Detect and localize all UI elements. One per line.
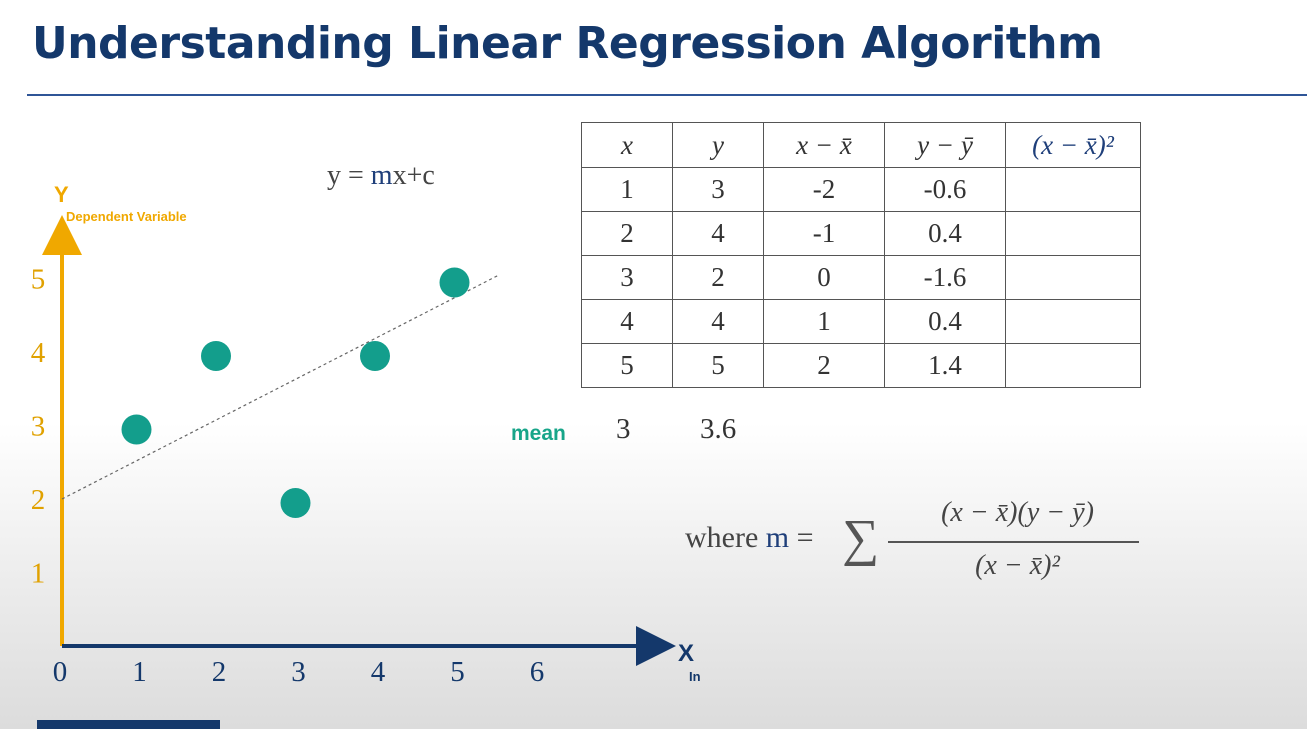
- formula-m: m: [765, 521, 790, 554]
- equation-prefix: y =: [327, 160, 371, 191]
- y-tick-label: 2: [31, 484, 46, 516]
- table-cell: -1: [763, 211, 885, 256]
- table-header-x: x: [581, 122, 673, 168]
- table-cell: 2: [763, 343, 885, 388]
- equation-slope: m: [370, 160, 393, 191]
- table-cell: [1005, 299, 1141, 344]
- formula-equals: =: [789, 521, 814, 554]
- table-cell: 0.4: [884, 299, 1006, 344]
- x-tick-label: 3: [291, 656, 306, 688]
- table-cell: [1005, 211, 1141, 256]
- x-tick-label: 2: [212, 656, 227, 688]
- table-header-x-dev: x − x̄: [763, 122, 885, 168]
- table-cell: 3: [672, 167, 764, 212]
- table-cell: 4: [581, 299, 673, 344]
- table-cell: -2: [763, 167, 885, 212]
- table-cell: 0.4: [884, 211, 1006, 256]
- x-tick-label: 1: [132, 656, 147, 688]
- table-header-row: x y x − x̄ y − ȳ (x − x̄)²: [581, 122, 1141, 168]
- table-cell: -0.6: [884, 167, 1006, 212]
- table-row: 1 3 -2 -0.6: [581, 167, 1141, 212]
- table-row: 3 2 0 -1.6: [581, 255, 1141, 300]
- y-axis-letter: Y: [54, 182, 69, 207]
- table-cell: [1005, 255, 1141, 300]
- fraction-bar: [888, 541, 1139, 543]
- table-row: 5 5 2 1.4: [581, 343, 1141, 388]
- table-row: 2 4 -1 0.4: [581, 211, 1141, 256]
- formula-numerator: (x − x̄)(y − ȳ): [941, 497, 1094, 528]
- table-cell: 4: [672, 299, 764, 344]
- regression-equation: y = mx+c: [327, 160, 435, 192]
- formula-where: where: [685, 521, 766, 554]
- formula-lhs: where m =: [685, 521, 814, 555]
- regression-line: [61, 274, 500, 500]
- x-tick-label: 4: [371, 656, 386, 688]
- equation-suffix: x+c: [392, 160, 435, 191]
- data-point: [360, 341, 390, 371]
- table-cell: 4: [672, 211, 764, 256]
- table-cell: 5: [581, 343, 673, 388]
- x-tick-label: 0: [53, 656, 68, 688]
- table-cell: -1.6: [884, 255, 1006, 300]
- table-cell: 3: [581, 255, 673, 300]
- data-point: [121, 414, 152, 445]
- x-axis-label: Independent Variable: [689, 669, 700, 684]
- formula-denominator: (x − x̄)²: [975, 550, 1060, 581]
- y-tick-label: 1: [31, 558, 46, 590]
- x-tick-label: 5: [450, 656, 465, 688]
- table-cell: 0: [763, 255, 885, 300]
- data-point: [439, 267, 470, 298]
- table-header-y: y: [672, 122, 764, 168]
- mean-x-value: 3: [616, 413, 631, 445]
- y-tick-label: 5: [31, 264, 46, 296]
- table-cell: 5: [672, 343, 764, 388]
- table-cell: [1005, 167, 1141, 212]
- mean-y-value: 3.6: [700, 413, 737, 445]
- table-cell: 2: [672, 255, 764, 300]
- table-header-x-dev-sq: (x − x̄)²: [1005, 122, 1141, 168]
- x-tick-label: 6: [530, 656, 545, 688]
- title-divider: [27, 94, 1307, 96]
- data-point: [280, 488, 311, 518]
- regression-scatter-chart: Y Dependent Variable X Independent Varia…: [31, 182, 700, 688]
- y-axis-label: Dependent Variable: [66, 209, 187, 224]
- slide-title: Understanding Linear Regression Algorith…: [32, 18, 1103, 69]
- y-tick-label: 4: [31, 337, 46, 369]
- mean-label: mean: [511, 422, 566, 445]
- table-cell: 1: [581, 167, 673, 212]
- table-cell: 1.4: [884, 343, 1006, 388]
- calculation-table: x y x − x̄ y − ȳ (x − x̄)² 1 3 -2 -0.6 2…: [581, 122, 1141, 388]
- sigma-symbol: ∑: [842, 510, 880, 567]
- x-axis-letter: X: [678, 640, 694, 667]
- table-cell: 2: [581, 211, 673, 256]
- table-cell: 1: [763, 299, 885, 344]
- table-row: 4 4 1 0.4: [581, 299, 1141, 344]
- slide-progress-bar: [37, 720, 220, 729]
- data-point: [201, 341, 231, 371]
- y-tick-label: 3: [31, 411, 46, 443]
- table-header-y-dev: y − ȳ: [884, 122, 1006, 168]
- table-cell: [1005, 343, 1141, 388]
